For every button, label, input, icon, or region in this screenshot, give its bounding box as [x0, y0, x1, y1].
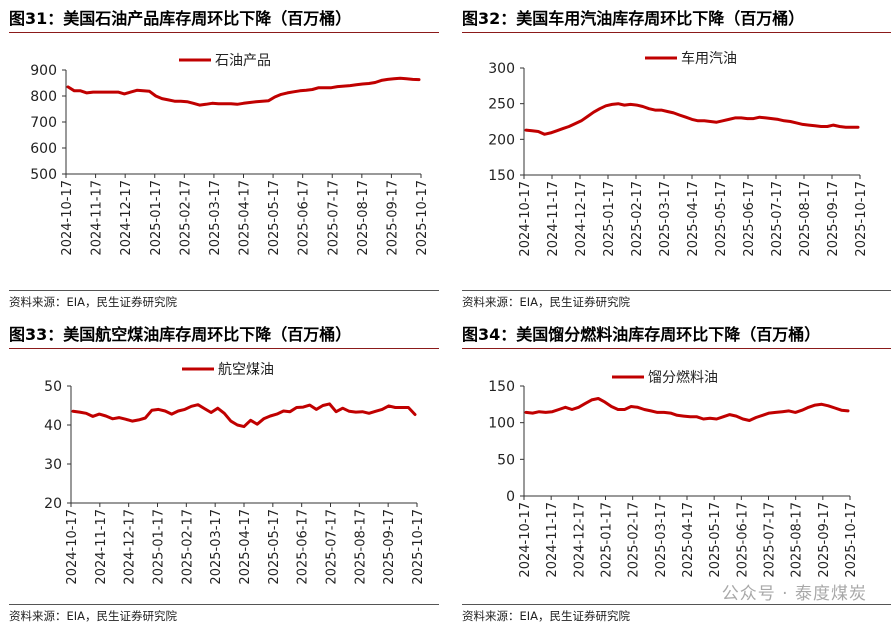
- x-tick-label: 2025-06-17: [297, 180, 312, 256]
- x-tick-label: 2025-04-17: [238, 509, 253, 585]
- x-tick-label: 2025-04-17: [686, 181, 701, 257]
- x-tick-label: 2025-03-17: [208, 180, 223, 256]
- y-tick-label: 800: [30, 89, 57, 105]
- y-tick-label: 600: [30, 141, 57, 157]
- x-tick-label: 2024-11-17: [546, 181, 561, 257]
- y-tick-label: 50: [497, 452, 515, 468]
- chart-title: 图32：美国车用汽油库存周环比下降（百万桶）: [462, 6, 891, 33]
- x-tick-label: 2025-02-17: [180, 509, 195, 585]
- x-tick-label: 2025-02-17: [627, 502, 642, 578]
- x-tick-label: 2025-04-17: [681, 502, 696, 578]
- y-tick-label: 500: [30, 167, 57, 183]
- x-tick-label: 2024-11-17: [545, 502, 560, 578]
- y-tick-label: 300: [488, 61, 515, 77]
- x-tick-label: 2025-01-17: [149, 180, 164, 256]
- chart-title: 图33：美国航空煤油库存周环比下降（百万桶）: [9, 322, 439, 349]
- chart-2-svg: 150 200 250 300 2024-10-17 2024-11-17 2024-12-…: [488, 50, 869, 257]
- chart-4-svg: 0 50 100 150 2024-10-17 2024-11-17 2024-12-17 2…: [488, 369, 859, 578]
- x-tick-label: 2025-10-17: [415, 180, 430, 256]
- legend-label: 石油产品: [215, 53, 271, 69]
- x-tick-label: 2025-10-17: [844, 502, 859, 578]
- series-line-馏分燃料油: [524, 397, 850, 422]
- x-tick-label: 2025-05-17: [714, 181, 729, 257]
- x-tick-label: 2024-12-17: [574, 181, 589, 257]
- x-tick-label: 2025-10-17: [854, 181, 869, 257]
- chart-title: 图34：美国馏分燃料油库存周环比下降（百万桶）: [462, 322, 891, 349]
- x-tick-label: 2025-03-17: [654, 502, 669, 578]
- series-line-航空煤油: [71, 402, 417, 429]
- x-tick-label: 2025-06-17: [742, 181, 757, 257]
- x-tick-label: 2024-10-17: [518, 181, 533, 257]
- y-tick-label: 40: [44, 418, 62, 434]
- y-tick-label: 150: [488, 168, 515, 184]
- x-tick-label: 2025-07-17: [763, 502, 778, 578]
- x-tick-label: 2025-01-17: [600, 502, 615, 578]
- watermark: 公众号 · 泰度煤炭: [721, 584, 867, 604]
- x-tick-label: 2024-10-17: [60, 180, 75, 256]
- x-tick-label: 2025-03-17: [209, 509, 224, 585]
- y-tick-label: 100: [488, 416, 515, 432]
- x-tick-label: 2025-09-17: [817, 502, 832, 578]
- chart-source: 资料来源：EIA，民生证券研究院: [462, 604, 891, 624]
- x-tick-label: 2025-02-17: [178, 180, 193, 256]
- chart-source: 资料来源：EIA，民生证券研究院: [9, 290, 439, 310]
- y-tick-label: 20: [44, 496, 62, 512]
- y-tick-label: 50: [44, 379, 62, 395]
- y-tick-label: 900: [30, 63, 57, 79]
- x-tick-label: 2025-10-17: [411, 509, 426, 585]
- x-tick-label: 2025-05-17: [267, 180, 282, 256]
- chart-title: 图31：美国石油产品库存周环比下降（百万桶）: [9, 6, 439, 33]
- x-tick-label: 2025-08-17: [353, 509, 368, 585]
- x-tick-label: 2025-09-17: [382, 509, 397, 585]
- x-tick-label: 2025-02-17: [630, 181, 645, 257]
- x-tick-label: 2024-11-17: [90, 180, 105, 256]
- y-tick-label: 200: [488, 132, 515, 148]
- legend-label: 车用汽油: [681, 50, 737, 67]
- x-tick-label: 2025-01-17: [152, 509, 167, 585]
- x-tick-label: 2025-08-17: [790, 502, 805, 578]
- x-tick-label: 2025-07-17: [770, 181, 785, 257]
- chart-3-svg: 20 30 40 50 2024-10-17 2024-11-17 2024-12-17 20…: [44, 362, 426, 585]
- x-tick-label: 2025-03-17: [658, 181, 673, 257]
- x-tick-label: 2024-10-17: [65, 509, 80, 585]
- x-tick-label: 2024-12-17: [572, 502, 587, 578]
- y-tick-label: 700: [30, 115, 57, 131]
- y-tick-label: 0: [506, 489, 515, 505]
- chart-source: 资料来源：EIA，民生证券研究院: [9, 604, 439, 624]
- y-tick-label: 150: [488, 379, 515, 395]
- x-tick-label: 2025-06-17: [296, 509, 311, 585]
- x-tick-label: 2025-05-17: [267, 509, 282, 585]
- y-tick-label: 30: [44, 457, 62, 473]
- x-tick-label: 2025-07-17: [326, 180, 341, 256]
- series-line-车用汽油: [524, 102, 860, 136]
- x-tick-label: 2025-07-17: [325, 509, 340, 585]
- x-tick-label: 2025-06-17: [735, 502, 750, 578]
- y-tick-label: 250: [488, 97, 515, 113]
- series-line-石油产品: [66, 76, 421, 107]
- chart-1-svg: 500 600 700 800 900 2024-10-17 2024-11-17 2024-…: [30, 53, 430, 256]
- x-tick-label: 2025-01-17: [602, 181, 617, 257]
- legend-label: 航空煤油: [218, 362, 274, 378]
- x-tick-label: 2024-11-17: [94, 509, 109, 585]
- x-tick-label: 2025-04-17: [238, 180, 253, 256]
- x-tick-label: 2025-09-17: [826, 181, 841, 257]
- x-tick-label: 2024-12-17: [119, 180, 134, 256]
- x-tick-label: 2024-10-17: [518, 502, 533, 578]
- legend-label: 馏分燃料油: [648, 369, 718, 386]
- x-tick-label: 2025-05-17: [708, 502, 723, 578]
- x-tick-label: 2025-09-17: [385, 180, 400, 256]
- x-tick-label: 2025-08-17: [798, 181, 813, 257]
- chart-source: 资料来源：EIA，民生证券研究院: [462, 290, 891, 310]
- x-tick-label: 2024-12-17: [123, 509, 138, 585]
- x-tick-label: 2025-08-17: [356, 180, 371, 256]
